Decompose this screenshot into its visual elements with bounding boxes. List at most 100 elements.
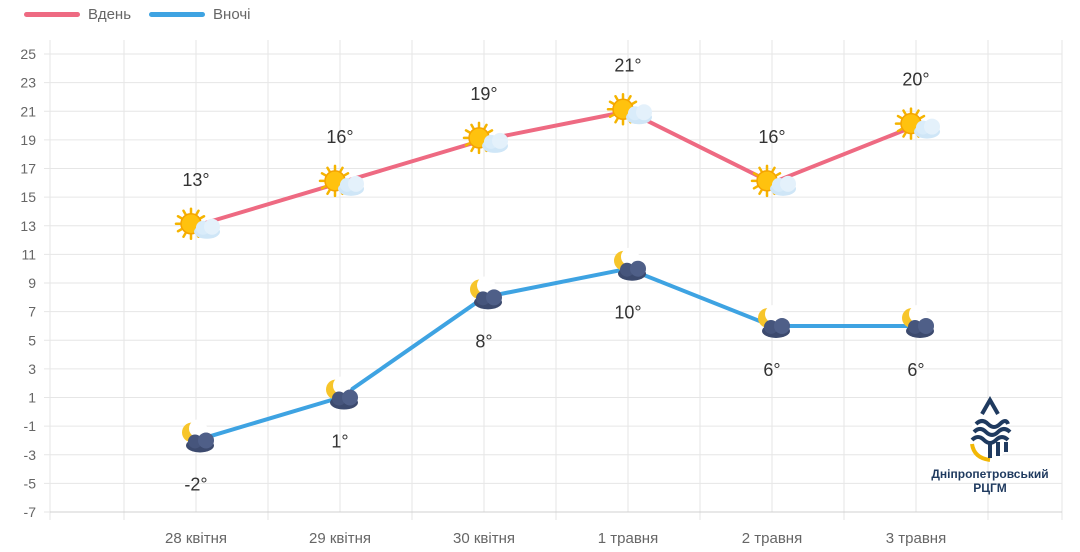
y-tick-label: 17 [20,161,36,177]
series-line-day [194,109,918,228]
sun-cloud-icon [174,207,220,240]
x-axis: 28 квітня 29 квітня 30 квітня 1 травня 2 тра… [50,511,1062,547]
legend-swatch-night [149,12,206,17]
sun-ray [758,189,763,196]
sun-ray [182,232,187,238]
moon-cutout [189,419,207,438]
moon-cloud-icon [182,419,214,453]
weather-icons [174,93,940,453]
sun-ray [487,129,494,134]
y-tick-label: -5 [24,475,37,491]
cloud-part [774,317,790,334]
data-label: 10° [614,303,641,323]
y-tick-label: 3 [28,361,36,377]
sun-ray [464,129,471,134]
data-label: 16° [326,127,353,147]
sun-ray [176,228,183,233]
moon-cloud-icon [614,247,646,281]
sun-ray [470,123,475,130]
moon-cloud-icon [758,304,790,338]
cloud-part [342,389,358,406]
sun-ray [608,100,615,105]
legend-item-day[interactable]: Вдень [24,6,131,23]
value-labels: 13° 16° 19° 21° 16° 20° -2° 1° 8° 10° 6° 6° [182,55,929,494]
y-tick-label: 9 [28,275,36,291]
x-tick-label: 28 квітня [165,530,227,547]
data-label: 6° [763,360,780,380]
sun-ray [896,127,903,133]
cloud-part [780,175,796,192]
cloud-part [636,104,652,121]
sun-ray [614,95,619,101]
sun-ray [320,185,327,190]
sun-ray [614,117,619,124]
sun-ray [902,131,907,138]
legend-item-night[interactable]: Вночі [149,6,250,23]
sun-ray [176,215,183,220]
logo: Дніпропетровський РЦГМ [920,392,1060,495]
logo-text-line1: Дніпропетровський [931,467,1049,481]
moon-cutout [621,247,639,266]
logo-text-line2: РЦГМ [973,481,1007,495]
sun-ray [915,109,920,116]
legend-label-day: Вдень [88,6,132,23]
sun-ray [896,114,903,120]
data-label: 19° [470,84,497,104]
sun-ray [631,100,638,105]
cloud-part [924,118,940,135]
sun-ray [464,142,471,147]
y-tick-label: 7 [28,304,36,320]
y-tick-label: 13 [20,218,36,234]
sun-ray [195,209,200,216]
x-tick-label: 29 квітня [309,530,371,547]
moon-cutout [909,304,927,323]
data-label: 8° [475,331,492,351]
cloud-part [348,175,364,192]
moon-cutout [477,276,495,295]
sun-ray [771,166,776,173]
data-label: 16° [758,127,785,147]
data-label: 6° [907,360,924,380]
y-axis: 25 23 21 19 17 15 13 11 9 7 5 3 1 -1 -3 -5 -7 [20,46,50,520]
cloud-part [204,218,220,235]
series-line-night [194,266,918,443]
sun-ray [182,209,187,216]
y-tick-label: 23 [20,75,36,91]
sun-ray [608,113,615,118]
y-tick-label: -7 [24,504,37,520]
sun-cloud-icon [750,164,796,198]
sun-ray [902,109,907,116]
y-tick-label: 19 [20,132,36,148]
sun-ray [339,166,344,173]
sun-ray [919,114,926,120]
sun-ray [320,172,327,177]
sun-ray [752,172,759,177]
sun-cloud-icon [606,93,652,126]
sun-ray [752,185,759,190]
x-tick-label: 1 травня [598,530,658,547]
sun-cloud-icon [894,107,940,140]
sun-ray [483,123,488,130]
legend-swatch-day [24,12,80,17]
cloud-part [486,289,502,306]
sun-cloud-icon [318,164,364,198]
moon-cloud-icon [902,304,934,338]
cloud-part [918,317,934,334]
sun-ray [758,166,763,173]
data-label: -2° [184,474,207,494]
y-tick-label: 11 [21,246,36,262]
legend-label-night: Вночі [213,6,251,23]
moon-cloud-icon [470,276,502,310]
sun-ray [627,95,632,101]
moon-cutout [765,304,783,323]
moon-cloud-icon [326,376,358,410]
y-tick-label: 25 [20,46,36,62]
moon-cutout [333,376,351,395]
cloud-part [198,432,214,449]
series-lines [194,109,918,443]
y-tick-label: -1 [24,418,37,434]
y-tick-label: -3 [24,447,37,463]
x-tick-label: 30 квітня [453,530,515,547]
x-tick-label: 3 травня [886,530,946,547]
